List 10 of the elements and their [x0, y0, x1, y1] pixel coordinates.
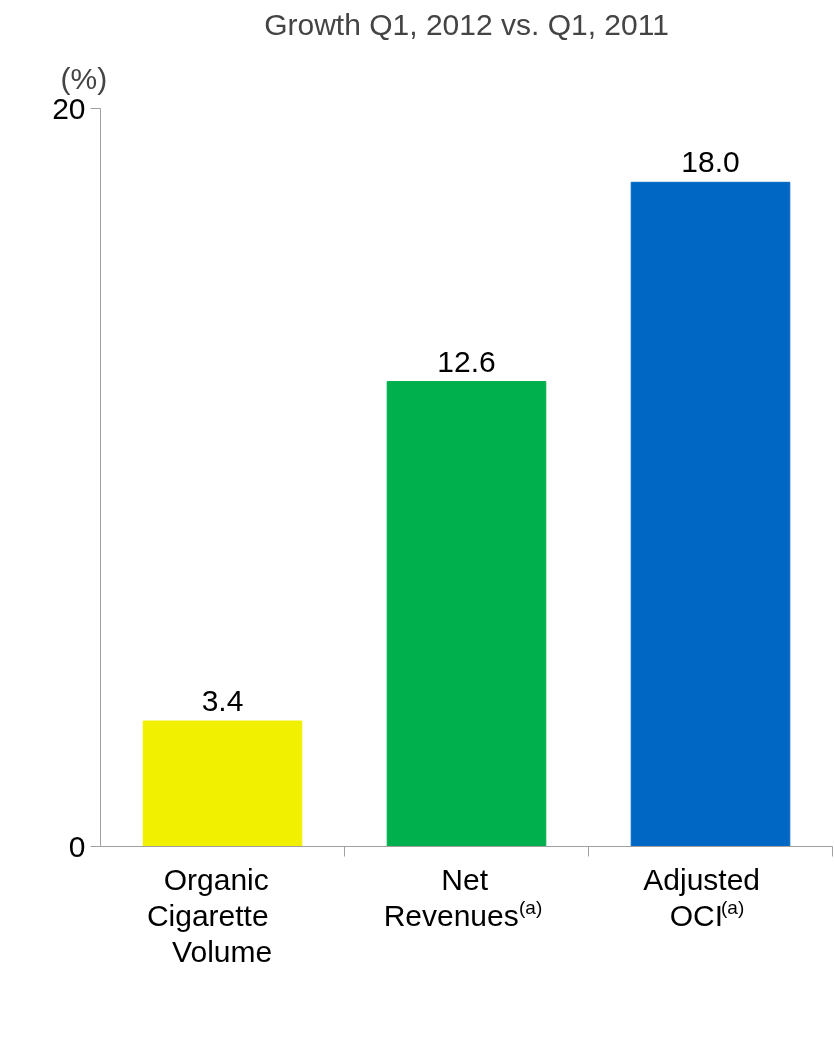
data-label: 18.0 — [681, 145, 740, 179]
bar — [386, 381, 547, 847]
y-tick-label: 0 — [68, 829, 86, 863]
data-label: 12.6 — [437, 344, 496, 378]
chart-title: Growth Q1, 2012 vs. Q1, 2011 — [264, 7, 669, 41]
data-label: 3.4 — [201, 684, 244, 718]
y-axis-title: (%) — [60, 61, 108, 95]
bar — [142, 720, 303, 847]
x-tick-label: Organic Cigarette Volume — [146, 862, 273, 968]
bar — [630, 181, 791, 847]
